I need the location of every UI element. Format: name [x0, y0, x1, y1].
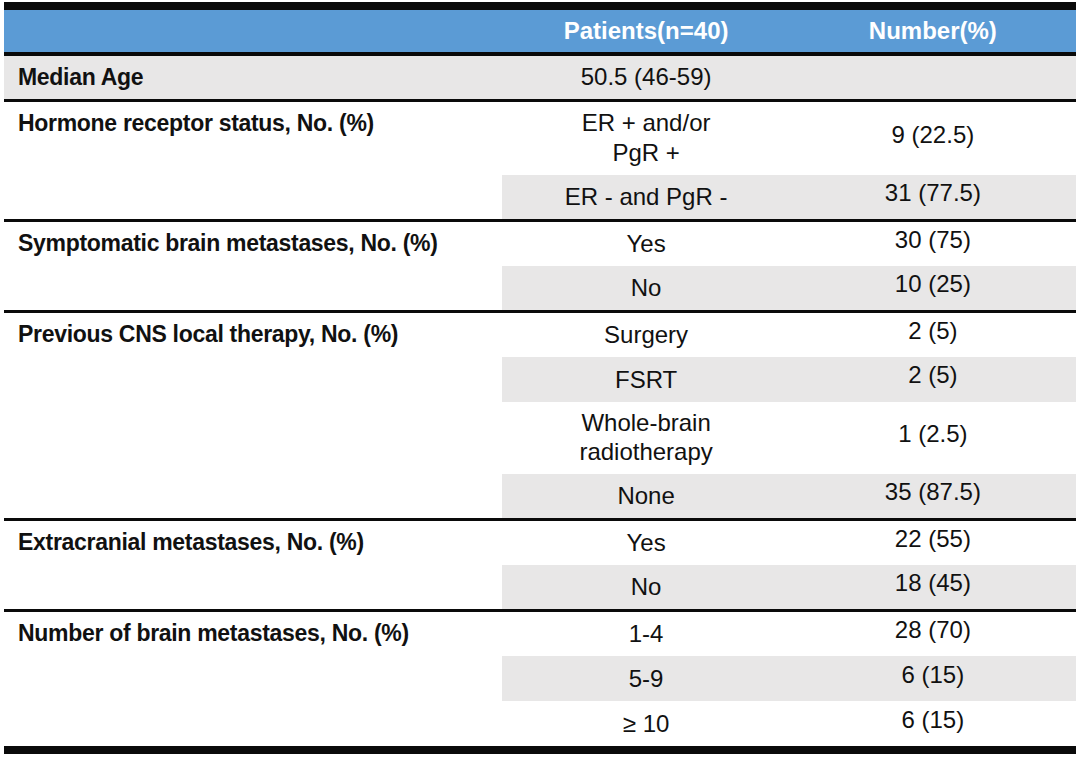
table-row: Number of brain metastases, No. (%)1-428… — [4, 611, 1076, 657]
patients-cell: ER - and PgR - — [502, 175, 789, 221]
number-cell: 22 (55) — [790, 520, 1076, 566]
patients-cell: Whole-brainradiotherapy — [502, 402, 789, 475]
table-row: Symptomatic brain metastases, No. (%)Yes… — [4, 220, 1076, 266]
number-cell — [790, 54, 1076, 101]
patients-cell: None — [502, 474, 789, 520]
row-label: Symptomatic brain metastases, No. (%) — [4, 220, 502, 311]
number-cell: 35 (87.5) — [790, 474, 1076, 520]
patients-table: Patients(n=40) Number(%) Median Age50.5 … — [4, 10, 1076, 746]
header-empty-cell — [4, 10, 502, 54]
patients-cell: 1-4 — [502, 611, 789, 657]
table-body: Median Age50.5 (46-59)Hormone receptor s… — [4, 54, 1076, 746]
patients-cell: ≥ 10 — [502, 701, 789, 746]
row-label: Previous CNS local therapy, No. (%) — [4, 311, 502, 520]
table-row: Hormone receptor status, No. (%)ER + and… — [4, 101, 1076, 175]
number-cell: 2 (5) — [790, 357, 1076, 402]
number-cell: 6 (15) — [790, 656, 1076, 701]
table-row: Extracranial metastases, No. (%)Yes22 (5… — [4, 520, 1076, 566]
number-cell: 6 (15) — [790, 701, 1076, 746]
number-cell: 2 (5) — [790, 311, 1076, 357]
table-row: Median Age50.5 (46-59) — [4, 54, 1076, 101]
number-cell: 18 (45) — [790, 565, 1076, 611]
patients-cell: Yes — [502, 520, 789, 566]
number-cell: 1 (2.5) — [790, 402, 1076, 475]
patients-cell: Yes — [502, 220, 789, 266]
patients-cell: ER + and/orPgR + — [502, 101, 789, 175]
patient-characteristics-table-wrap: Patients(n=40) Number(%) Median Age50.5 … — [4, 2, 1076, 754]
patients-cell: 5-9 — [502, 656, 789, 701]
number-cell: 10 (25) — [790, 266, 1076, 312]
patients-cell: No — [502, 565, 789, 611]
number-cell: 28 (70) — [790, 611, 1076, 657]
table-row: Previous CNS local therapy, No. (%)Surge… — [4, 311, 1076, 357]
row-label: Median Age — [4, 54, 502, 101]
number-cell: 31 (77.5) — [790, 175, 1076, 221]
header-row: Patients(n=40) Number(%) — [4, 10, 1076, 54]
header-patients: Patients(n=40) — [502, 10, 789, 54]
row-label: Number of brain metastases, No. (%) — [4, 611, 502, 747]
page: Patients(n=40) Number(%) Median Age50.5 … — [0, 0, 1080, 781]
patients-cell: FSRT — [502, 357, 789, 402]
patients-cell: 50.5 (46-59) — [502, 54, 789, 101]
number-cell: 9 (22.5) — [790, 101, 1076, 175]
row-label: Extracranial metastases, No. (%) — [4, 520, 502, 611]
patients-cell: Surgery — [502, 311, 789, 357]
row-label: Hormone receptor status, No. (%) — [4, 101, 502, 221]
patients-cell: No — [502, 266, 789, 312]
header-number: Number(%) — [790, 10, 1076, 54]
number-cell: 30 (75) — [790, 220, 1076, 266]
